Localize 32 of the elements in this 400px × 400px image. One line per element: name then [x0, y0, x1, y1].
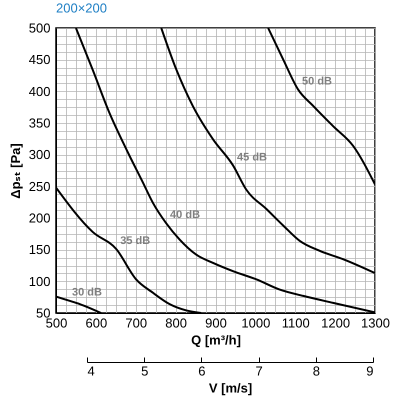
x2-tick-label: 7: [255, 364, 263, 378]
x-tick-label: 1100: [282, 316, 310, 330]
x-tick-label: 600: [86, 316, 108, 330]
x-tick-label: 1000: [241, 316, 270, 330]
y-tick-label: 500: [28, 20, 50, 36]
y-tick-label: 450: [28, 52, 50, 68]
annotation: 35 dB: [120, 235, 150, 248]
x-tick-label: 1200: [321, 316, 350, 330]
x-axis-title: Q [m³/h]: [191, 332, 241, 348]
annotation: 45 dB: [237, 151, 268, 164]
x-tick-label: 1300: [361, 316, 390, 330]
y-tick-label: 200: [28, 210, 50, 226]
annotation: 40 dB: [170, 209, 200, 222]
y-tick-label: 400: [28, 84, 50, 99]
x2-tick-label: 9: [366, 364, 374, 378]
x-tick-label: 700: [125, 316, 148, 330]
x2-tick-label: 8: [312, 364, 320, 378]
y-tick-label: 300: [28, 147, 50, 162]
annotation: 50 dB: [302, 75, 332, 88]
y-tick-label: 150: [28, 242, 50, 258]
x2-tick-label: 5: [141, 364, 148, 378]
y-tick-label: 100: [28, 274, 50, 289]
x-tick-label: 900: [205, 316, 227, 330]
chart-title: 200×200: [56, 0, 107, 16]
x2-tick-label: 4: [88, 364, 95, 378]
x2-axis-title: V [m/s]: [208, 380, 252, 396]
x-tick-label: 800: [165, 316, 187, 330]
y-axis-title: Δpₛₜ [Pa]: [8, 143, 23, 199]
y-tick-label: 250: [28, 178, 50, 194]
y-tick-label: 350: [28, 116, 50, 130]
x2-tick-label: 6: [198, 364, 206, 378]
annotation: 30 dB: [72, 286, 102, 298]
